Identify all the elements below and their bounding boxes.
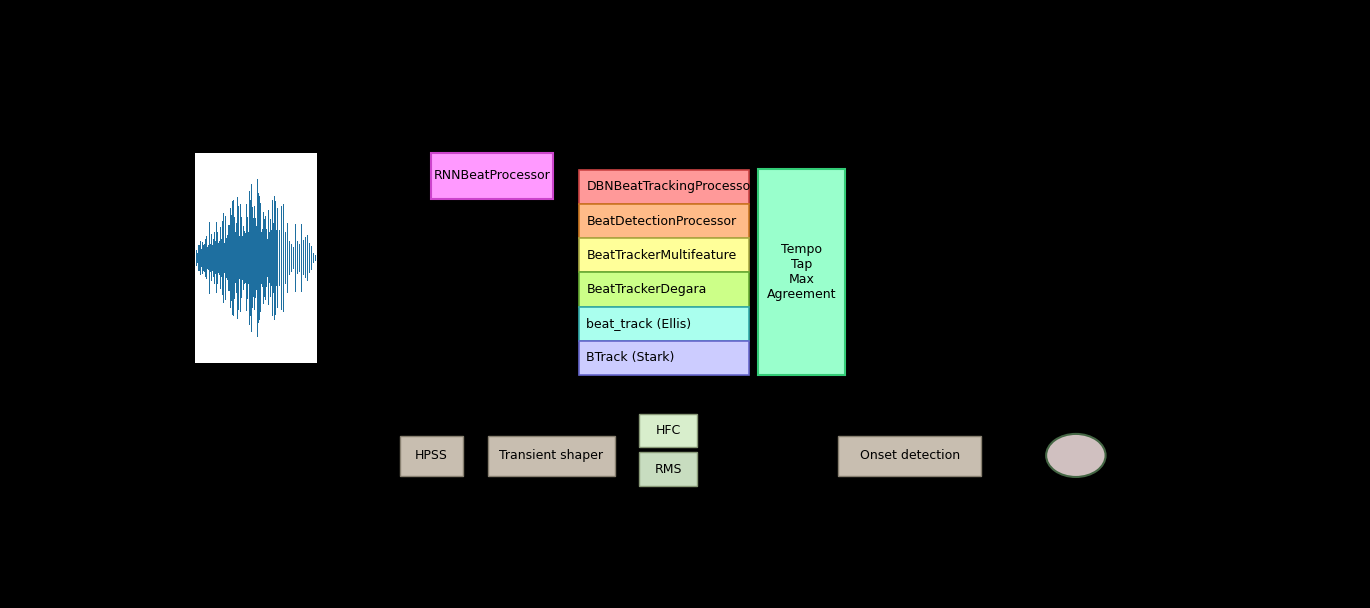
FancyBboxPatch shape: [432, 153, 553, 199]
Text: BeatDetectionProcessor: BeatDetectionProcessor: [586, 215, 737, 227]
FancyBboxPatch shape: [580, 170, 749, 204]
Text: RMS: RMS: [655, 463, 682, 475]
FancyBboxPatch shape: [838, 436, 981, 475]
Text: HFC: HFC: [655, 424, 681, 437]
Text: Onset detection: Onset detection: [859, 449, 960, 462]
FancyBboxPatch shape: [759, 169, 845, 375]
Text: BeatTrackerMultifeature: BeatTrackerMultifeature: [586, 249, 737, 262]
FancyBboxPatch shape: [640, 414, 697, 447]
FancyBboxPatch shape: [580, 238, 749, 272]
FancyBboxPatch shape: [580, 306, 749, 340]
Text: BTrack (Stark): BTrack (Stark): [586, 351, 675, 364]
Text: Tempo
Tap
Max
Agreement: Tempo Tap Max Agreement: [767, 243, 837, 301]
FancyBboxPatch shape: [640, 452, 697, 486]
FancyBboxPatch shape: [400, 436, 463, 475]
FancyBboxPatch shape: [580, 272, 749, 306]
Ellipse shape: [1047, 434, 1106, 477]
Text: HPSS: HPSS: [415, 449, 448, 462]
Text: beat_track (Ellis): beat_track (Ellis): [586, 317, 692, 330]
FancyBboxPatch shape: [580, 340, 749, 375]
Text: Transient shaper: Transient shaper: [499, 449, 603, 462]
Text: BeatTrackerDegara: BeatTrackerDegara: [586, 283, 707, 296]
FancyBboxPatch shape: [580, 204, 749, 238]
FancyBboxPatch shape: [488, 436, 615, 475]
Text: DBNBeatTrackingProcessor: DBNBeatTrackingProcessor: [586, 181, 756, 193]
Text: RNNBeatProcessor: RNNBeatProcessor: [434, 170, 551, 182]
